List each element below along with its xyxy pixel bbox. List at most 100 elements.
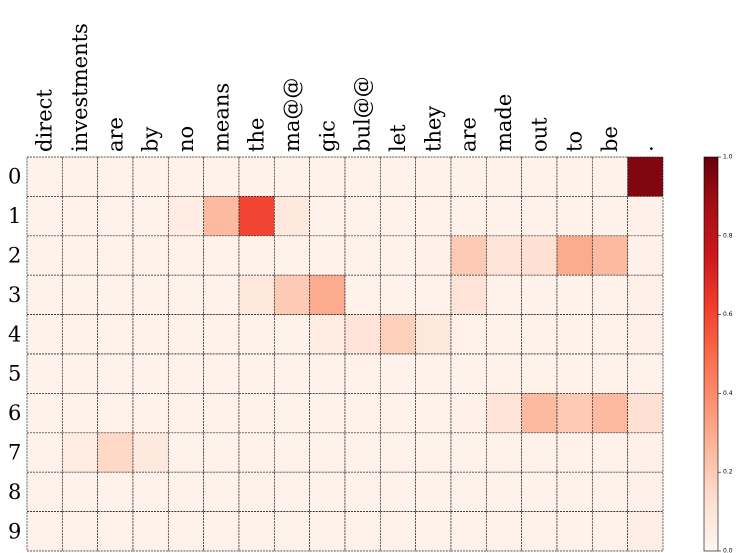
heatmap-cell <box>26 353 63 394</box>
heatmap-cell <box>97 432 134 473</box>
heatmap-cell <box>26 471 63 512</box>
heatmap-cell <box>627 432 664 473</box>
heatmap-cell <box>591 432 629 473</box>
x-tick-label: . <box>633 145 657 152</box>
colorbar-tick-label: 0.0 <box>723 548 733 553</box>
heatmap-cell <box>556 353 593 394</box>
heatmap-cell <box>61 511 99 552</box>
heatmap-cell <box>273 432 311 473</box>
heatmap-cell <box>132 511 169 552</box>
heatmap-cell <box>521 235 558 276</box>
heatmap-cell <box>344 196 381 237</box>
heatmap-cell <box>485 274 523 315</box>
heatmap-cell <box>556 314 593 355</box>
heatmap-cell <box>203 274 240 315</box>
heatmap-cell <box>61 393 99 434</box>
heatmap-cell <box>344 432 381 473</box>
heatmap-cell <box>379 235 417 276</box>
heatmap-cell <box>627 511 664 552</box>
colorbar-tick-label: 1.0 <box>723 154 733 161</box>
x-tick-label: no <box>174 126 198 152</box>
heatmap-cell <box>415 156 452 197</box>
heatmap-cell <box>238 235 275 276</box>
heatmap-cell <box>485 393 523 434</box>
heatmap-cell <box>273 156 311 197</box>
x-tick-label: direct <box>33 89 57 152</box>
heatmap-cell <box>132 314 169 355</box>
heatmap-cell <box>450 471 487 512</box>
heatmap-cell <box>450 511 487 552</box>
heatmap-cell <box>238 314 275 355</box>
heatmap-cell <box>309 471 346 512</box>
heatmap-cell <box>273 274 311 315</box>
y-tick-label: 3 <box>8 283 21 307</box>
heatmap-cell <box>26 432 63 473</box>
heatmap-cell <box>61 196 99 237</box>
y-tick-label: 7 <box>8 441 21 465</box>
heatmap-cell <box>521 353 558 394</box>
heatmap-cell <box>132 156 169 197</box>
heatmap-cell <box>238 511 275 552</box>
colorbar-tick-label: 0.4 <box>723 390 733 397</box>
heatmap-cell <box>485 235 523 276</box>
heatmap-cell <box>26 393 63 434</box>
heatmap-cell <box>132 432 169 473</box>
heatmap-cell <box>627 156 664 197</box>
heatmap-cell <box>309 353 346 394</box>
heatmap-cell <box>450 393 487 434</box>
heatmap-cell <box>132 196 169 237</box>
y-tick-label: 2 <box>8 244 21 268</box>
heatmap-cell <box>415 196 452 237</box>
heatmap-cell <box>627 353 664 394</box>
heatmap-cell <box>238 196 275 237</box>
heatmap-cell <box>132 353 169 394</box>
heatmap-cell <box>591 235 629 276</box>
heatmap-cell <box>309 156 346 197</box>
heatmap-cell <box>344 393 381 434</box>
heatmap-cell <box>415 471 452 512</box>
heatmap-cell <box>591 196 629 237</box>
heatmap-cell <box>344 314 381 355</box>
heatmap-cell <box>167 196 205 237</box>
x-tick-label: ma@@ <box>280 78 304 152</box>
heatmap-cell <box>26 156 63 197</box>
heatmap-cell <box>26 511 63 552</box>
colorbar <box>703 156 719 552</box>
heatmap-cell <box>344 235 381 276</box>
heatmap-cell <box>238 353 275 394</box>
heatmap-cell <box>379 511 417 552</box>
y-tick-label: 6 <box>8 401 21 425</box>
heatmap-cell <box>521 314 558 355</box>
heatmap-cell <box>344 471 381 512</box>
heatmap-cell <box>61 353 99 394</box>
heatmap-cell <box>203 196 240 237</box>
heatmap-cell <box>132 235 169 276</box>
heatmap-cell <box>238 156 275 197</box>
heatmap-cell <box>627 235 664 276</box>
heatmap-cell <box>167 353 205 394</box>
heatmap-cell <box>238 393 275 434</box>
heatmap-cell <box>415 511 452 552</box>
heatmap-cell <box>627 196 664 237</box>
heatmap-cell <box>450 432 487 473</box>
heatmap-cell <box>167 235 205 276</box>
heatmap-cell <box>132 471 169 512</box>
heatmap-cell <box>273 353 311 394</box>
heatmap-cell <box>344 156 381 197</box>
colorbar-tick-label: 0.6 <box>723 311 733 318</box>
heatmap-cell <box>309 432 346 473</box>
heatmap-cell <box>521 196 558 237</box>
heatmap-cell <box>379 156 417 197</box>
heatmap-cell <box>450 274 487 315</box>
heatmap-cell <box>203 471 240 512</box>
heatmap-cell <box>556 196 593 237</box>
heatmap-cell <box>344 511 381 552</box>
heatmap-cell <box>61 471 99 512</box>
heatmap-cell <box>203 314 240 355</box>
heatmap-cell <box>97 353 134 394</box>
heatmap-cell <box>485 511 523 552</box>
heatmap-cell <box>591 393 629 434</box>
y-tick-label: 8 <box>8 480 21 504</box>
heatmap-cell <box>521 432 558 473</box>
y-tick-label: 9 <box>8 519 21 543</box>
